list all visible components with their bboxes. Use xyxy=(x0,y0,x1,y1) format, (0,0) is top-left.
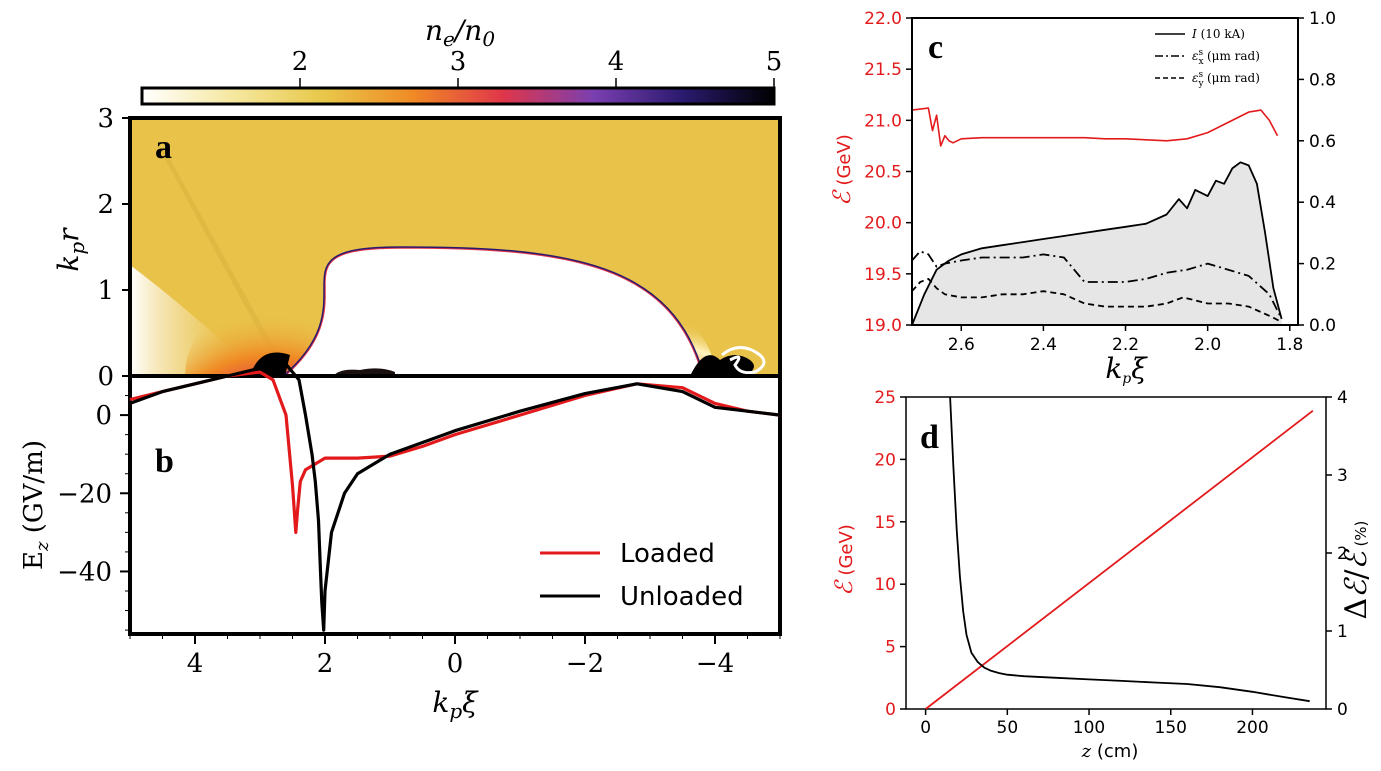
c-ytick-label: 20.0 xyxy=(864,214,902,234)
panel-b-legend: Loaded Unloaded xyxy=(540,539,744,612)
colorbar-label: ne/n0 xyxy=(425,14,495,51)
c-ytick-label: 21.5 xyxy=(864,60,902,80)
colorbar-tick-label: 4 xyxy=(608,47,625,77)
c-y2tick-label: 1.0 xyxy=(1309,9,1336,29)
c-y2tick-label: 0.2 xyxy=(1309,255,1336,275)
d-y2tick-label: 1 xyxy=(1337,622,1348,642)
legend-emitx-label: εxs (μm rad) xyxy=(1192,48,1260,67)
c-ytick-label: 19.5 xyxy=(864,265,902,285)
d-ytick-label: 15 xyxy=(874,513,896,533)
c-xtick-label: 2.0 xyxy=(1194,335,1221,355)
legend-loaded-label: Loaded xyxy=(620,539,715,569)
c-y2tick-label: 0.8 xyxy=(1309,70,1336,90)
b-xtick-label: −4 xyxy=(696,649,734,679)
d-xtick-label: 0 xyxy=(920,718,931,738)
b-xtick-label: 2 xyxy=(317,649,334,679)
series-d-1 xyxy=(949,396,1310,703)
panel-b: 4 2 0 −2 −40−20−40 b Ez (GV/m) kpξ Loaded Un… xyxy=(19,360,782,723)
colorbar-tick-label: 5 xyxy=(766,47,783,77)
panel-d-frame xyxy=(905,396,1327,710)
c-y2tick-label: 0.0 xyxy=(1309,316,1336,336)
a-ytick-label: 3 xyxy=(97,104,114,134)
d-ytick-label: 25 xyxy=(874,388,896,408)
c-y2tick-label: 0.4 xyxy=(1309,193,1336,213)
density-map xyxy=(130,118,780,376)
a-ytick-label: 1 xyxy=(97,276,114,306)
panel-c-label: c xyxy=(928,29,943,66)
b-xtick-label: 0 xyxy=(447,649,464,679)
panel-c: 2.6 2.4 2.2 2.0 1.8 19.0 19.5 20.0 20.5 21.0 21.5 2… xyxy=(828,9,1336,387)
legend-current-label: I (10 kA) xyxy=(1191,27,1245,41)
d-xtick-label: 50 xyxy=(997,718,1019,738)
colorbar: ne/n0 2 3 4 5 xyxy=(140,14,783,106)
d-y2tick-label: 0 xyxy=(1337,700,1348,720)
legend-unloaded-label: Unloaded xyxy=(620,582,744,612)
c-xtick-label: 2.2 xyxy=(1112,335,1139,355)
b-xtick-label: 4 xyxy=(187,649,204,679)
series-c-2 xyxy=(911,278,1282,323)
panel-a: 0 1 2 3 kpr a xyxy=(52,104,782,392)
a-ytick-label: 0 xyxy=(97,362,114,392)
panel-c-xlabel: kpξ xyxy=(1105,352,1148,387)
series-c-1 xyxy=(911,250,1283,320)
panel-a-ylabel: kpr xyxy=(52,227,89,272)
panel-a-label: a xyxy=(155,129,172,166)
c-ytick-label: 21.0 xyxy=(864,111,902,131)
d-ytick-label: 10 xyxy=(874,575,896,595)
d-ytick-label: 0 xyxy=(885,700,896,720)
panel-d-label: d xyxy=(920,419,939,456)
panel-b-ticks: 4 2 0 −2 −40−20−40 xyxy=(57,375,781,679)
ion-bubble xyxy=(286,248,702,376)
panel-c-legend: I (10 kA) εxs (μm rad) εys (μm rad) xyxy=(1155,27,1260,89)
c-ytick-label: 19.0 xyxy=(864,316,902,336)
panel-d-y2label: Δℰ/ℰ (%) xyxy=(1339,521,1374,620)
series-c-3 xyxy=(911,107,1279,147)
c-xtick-label: 2.6 xyxy=(948,335,975,355)
series-d-0 xyxy=(925,409,1314,710)
d-y2tick-label: 3 xyxy=(1337,466,1348,486)
colorbar-tick-label: 3 xyxy=(450,47,467,77)
back-loop xyxy=(721,346,766,375)
d-y2tick-label: 4 xyxy=(1337,388,1348,408)
panel-c-ticks: 2.6 2.4 2.2 2.0 1.8 19.0 19.5 20.0 20.5 21.0 21.5 2… xyxy=(864,9,1336,355)
d-y2tick-label: 2 xyxy=(1337,544,1348,564)
panel-d-series xyxy=(925,396,1314,710)
b-ytick-label: −20 xyxy=(57,479,112,509)
current-fill xyxy=(912,162,1282,325)
panel-d-ticks: 0 50 100 150 200 0 5 10 15 20 25 0 1 2 3 4 xyxy=(874,388,1347,738)
d-xtick-label: 200 xyxy=(1236,718,1268,738)
b-ytick-label: −40 xyxy=(57,557,112,587)
d-xtick-label: 100 xyxy=(1073,718,1105,738)
d-ytick-label: 5 xyxy=(885,638,896,658)
d-xtick-label: 150 xyxy=(1155,718,1187,738)
c-ytick-label: 20.5 xyxy=(864,163,902,183)
colorbar-bar xyxy=(140,86,776,106)
c-xtick-label: 1.8 xyxy=(1276,335,1303,355)
series-unloaded xyxy=(129,360,781,632)
panel-b-label: b xyxy=(155,443,174,480)
panel-d-xlabel: z (cm) xyxy=(1081,741,1139,762)
b-xtick-label: −2 xyxy=(566,649,604,679)
series-loaded xyxy=(129,370,781,534)
colorbar-ticks: 2 3 4 5 xyxy=(292,47,783,88)
panel-b-ylabel: Ez (GV/m) xyxy=(19,440,53,570)
a-ytick-label: 2 xyxy=(97,190,114,220)
panel-c-ylabel: ℰ (GeV) xyxy=(828,134,856,206)
panel-b-xlabel: kpξ xyxy=(432,686,479,723)
c-xtick-label: 2.4 xyxy=(1030,335,1057,355)
d-ytick-label: 20 xyxy=(874,450,896,470)
c-y2tick-label: 0.6 xyxy=(1309,132,1336,152)
panel-c-series xyxy=(911,107,1283,326)
legend-emity-label: εys (μm rad) xyxy=(1192,70,1260,89)
series-c-0 xyxy=(911,161,1283,326)
panel-d-ylabel: ℰ (GeV) xyxy=(830,524,858,596)
colorbar-tick-label: 2 xyxy=(292,47,309,77)
panel-b-series xyxy=(129,360,781,632)
c-ytick-label: 22.0 xyxy=(864,9,902,29)
panel-d: 0 50 100 150 200 0 5 10 15 20 25 0 1 2 3 4 d ℰ (GeV) Δℰ… xyxy=(830,388,1374,762)
b-ytick-label: 0 xyxy=(95,401,112,431)
panel-a-yticks: 0 1 2 3 xyxy=(97,104,130,392)
